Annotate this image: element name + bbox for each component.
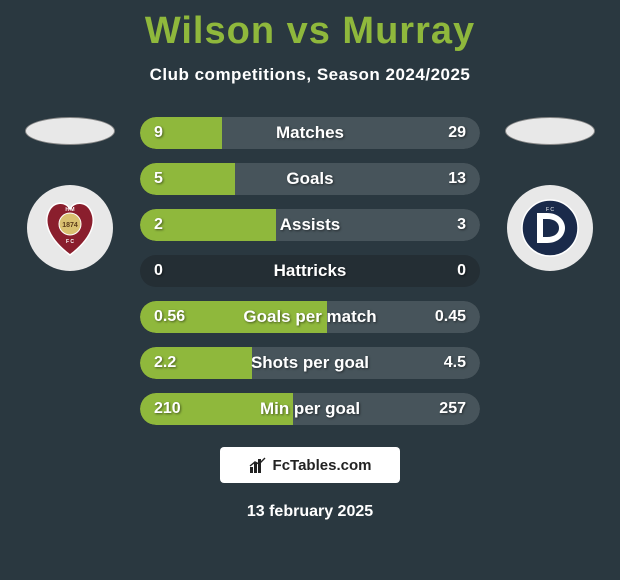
svg-text:H M: H M: [65, 207, 74, 213]
dundee-crest-icon: F C: [519, 197, 581, 259]
page-title: Wilson vs Murray: [0, 0, 620, 53]
svg-text:1874: 1874: [62, 222, 78, 229]
branding-badge: FcTables.com: [220, 447, 400, 483]
player-left-club-badge: 1874 H M F C: [27, 185, 113, 271]
fctables-logo-icon: [249, 456, 267, 474]
svg-text:F C: F C: [66, 239, 74, 245]
hearts-crest-icon: 1874 H M F C: [39, 197, 101, 259]
stat-bar: 00Hattricks: [140, 255, 480, 287]
player-right-column: F C: [500, 117, 600, 271]
stat-bar: 2.24.5Shots per goal: [140, 347, 480, 379]
stat-label: Goals per match: [140, 307, 480, 327]
stat-bar: 0.560.45Goals per match: [140, 301, 480, 333]
stat-bar: 23Assists: [140, 209, 480, 241]
stat-label: Shots per goal: [140, 353, 480, 373]
stat-label: Min per goal: [140, 399, 480, 419]
player-left-photo-placeholder: [25, 117, 115, 145]
player-left-column: 1874 H M F C: [20, 117, 120, 271]
stat-bar: 513Goals: [140, 163, 480, 195]
subtitle: Club competitions, Season 2024/2025: [0, 65, 620, 85]
player-right-club-badge: F C: [507, 185, 593, 271]
stats-bars: 929Matches 513Goals 23Assists 00Hattricks 0.…: [140, 117, 480, 425]
player-right-photo-placeholder: [505, 117, 595, 145]
stat-label: Matches: [140, 123, 480, 143]
stat-bar: 929Matches: [140, 117, 480, 149]
comparison-row: 1874 H M F C 929Matches 513Goals 23Assists…: [0, 117, 620, 425]
stat-label: Assists: [140, 215, 480, 235]
stat-label: Hattricks: [140, 261, 480, 281]
stat-label: Goals: [140, 169, 480, 189]
date-line: 13 february 2025: [0, 503, 620, 521]
stat-bar: 210257Min per goal: [140, 393, 480, 425]
svg-text:F C: F C: [546, 207, 554, 213]
branding-text: FcTables.com: [273, 457, 372, 474]
